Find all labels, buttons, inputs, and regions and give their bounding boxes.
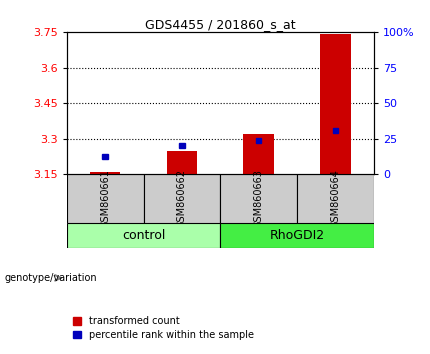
Text: genotype/variation: genotype/variation xyxy=(4,273,97,283)
Bar xyxy=(102,154,108,159)
Bar xyxy=(90,172,120,175)
FancyBboxPatch shape xyxy=(67,223,221,248)
Title: GDS4455 / 201860_s_at: GDS4455 / 201860_s_at xyxy=(145,18,296,31)
Text: RhoGDI2: RhoGDI2 xyxy=(270,229,325,242)
Text: control: control xyxy=(122,229,165,242)
Bar xyxy=(243,133,274,175)
Text: GSM860662: GSM860662 xyxy=(177,170,187,228)
Text: GSM860664: GSM860664 xyxy=(331,170,341,228)
Bar xyxy=(256,138,261,143)
Bar xyxy=(166,151,197,175)
Bar xyxy=(333,128,338,133)
FancyBboxPatch shape xyxy=(297,175,374,223)
Text: GSM860661: GSM860661 xyxy=(100,170,110,228)
Legend: transformed count, percentile rank within the sample: transformed count, percentile rank withi… xyxy=(71,314,256,342)
FancyBboxPatch shape xyxy=(67,175,144,223)
Bar xyxy=(320,34,351,175)
Bar xyxy=(179,143,184,148)
FancyBboxPatch shape xyxy=(144,175,221,223)
FancyBboxPatch shape xyxy=(221,223,374,248)
FancyBboxPatch shape xyxy=(221,175,297,223)
Text: GSM860663: GSM860663 xyxy=(254,170,264,228)
